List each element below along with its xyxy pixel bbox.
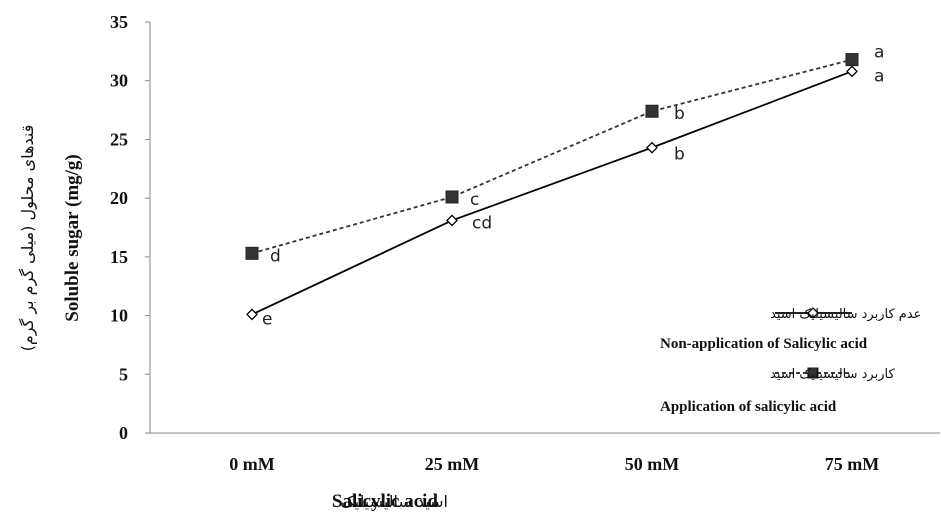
significance-letter: b [674,104,685,124]
significance-letters: e cd b a d c b a [262,43,884,330]
y-tick-label: 5 [119,364,128,384]
significance-letter: c [470,190,479,210]
x-tick-label: 75 mM [825,454,879,474]
y-tick-marks [145,21,150,434]
legend-label-fa-application: کاربرد سالیسیلیک اسید [770,367,895,382]
significance-letter: a [874,43,884,63]
y-tick-label: 20 [110,188,128,208]
marker-application [445,190,459,204]
significance-letter: cd [472,213,492,233]
legend-label-fa-non-application: عدم کاربرد سالیسیلیک اسید [770,307,921,322]
significance-letter: b [674,145,685,165]
y-tick-labels: 0 5 10 15 20 25 30 35 [110,12,128,443]
y-tick-label: 10 [110,306,128,326]
marker-application [845,53,859,67]
significance-letter: d [270,246,281,266]
series-lines [251,58,853,316]
significance-letter: e [262,309,272,329]
legend-label-en-application: Application of salicylic acid [660,399,837,415]
y-tick-label: 0 [119,423,128,443]
y-axis-title-en: Soluble sugar (mg/g) [62,154,83,322]
marker-non-application [446,214,458,227]
x-axis-title-fa: اسید سالیسیلیک [340,492,448,511]
y-tick-label: 15 [110,247,128,267]
marker-non-application [846,65,858,78]
series-line-application [251,58,853,255]
y-tick-label: 30 [110,71,128,91]
x-axis-title-en: Salicylic acid [332,491,439,512]
marker-non-application [246,308,258,321]
marker-non-application [646,141,658,154]
marker-application [645,104,659,118]
x-tick-label: 25 mM [425,454,479,474]
data-markers [245,53,859,321]
x-tick-label: 50 mM [625,454,679,474]
x-tick-label: 0 mM [229,454,274,474]
y-tick-label: 25 [110,129,128,149]
legend-marker-application [807,367,819,379]
significance-letter: a [874,66,884,86]
y-tick-label: 35 [110,12,128,32]
marker-application [245,246,259,260]
x-tick-labels: 0 mM 25 mM 50 mM 75 mM [229,454,879,474]
y-axis-title-fa: قندهای محلول (میلی گرم بر گرم) [18,125,38,352]
legend-marker-non-application [807,307,819,319]
legend: عدم کاربرد سالیسیلیک اسید Non-applicatio… [660,307,921,415]
series-line-non-application [251,70,853,316]
legend-label-en-non-application: Non-application of Salicylic acid [660,336,868,352]
